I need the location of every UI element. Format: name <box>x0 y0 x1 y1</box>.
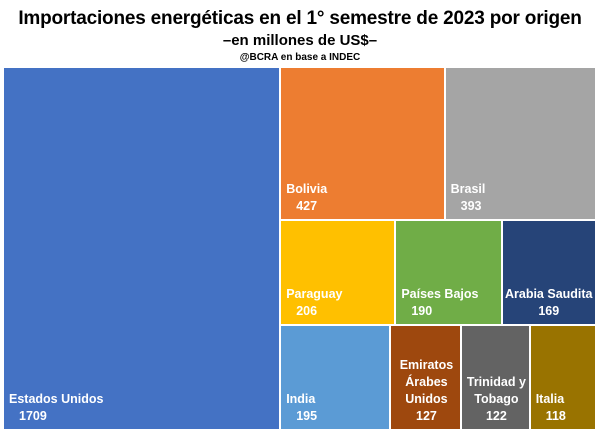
treemap-tile-bolivia: Bolivia 427 <box>281 68 446 221</box>
category-label: India <box>286 391 316 406</box>
chart-source: @BCRA en base a INDEC <box>239 52 361 63</box>
category-label: Arabia Saudita <box>504 287 593 302</box>
treemap-tile-brasil: Brasil 393 <box>445 68 597 221</box>
treemap-label: Emiratos Árabes Unidos 127 <box>396 357 456 425</box>
category-label: Italia <box>535 391 565 406</box>
category-label: Brasil <box>450 181 486 196</box>
treemap-label: Estados Unidos 1709 <box>9 391 103 425</box>
treemap-tile-arabia-saudita: Arabia Saudita 169 <box>502 220 597 327</box>
value-label: 427 <box>296 198 318 213</box>
chart-title: Importaciones energéticas en el 1° semes… <box>18 8 582 29</box>
value-label: 118 <box>545 408 566 423</box>
value-label: 127 <box>416 408 437 423</box>
treemap-label: Bolivia 427 <box>286 181 327 215</box>
treemap-label: Arabia Saudita 169 <box>503 286 595 320</box>
treemap-tile-trinidad-y-tobago: Trinidad y Tobago 122 <box>462 326 531 431</box>
treemap-tile-india: India 195 <box>281 326 391 431</box>
category-label: Países Bajos <box>401 287 479 302</box>
treemap-tile-paraguay: Paraguay 206 <box>281 220 397 327</box>
value-label: 190 <box>411 304 433 319</box>
treemap-label: Paraguay 206 <box>286 286 342 320</box>
category-label: Bolivia <box>286 181 328 196</box>
treemap-label: India 195 <box>286 391 317 425</box>
treemap-chart: Estados Unidos 1709 Bolivia 427 Brasil 393 Par… <box>4 68 597 431</box>
value-label: 393 <box>460 198 482 213</box>
treemap-tile-estados-unidos: Estados Unidos 1709 <box>4 68 282 431</box>
treemap-tile-paises-bajos: Países Bajos 190 <box>396 220 503 327</box>
category-label: Estados Unidos <box>9 392 104 406</box>
treemap-label: Brasil 393 <box>451 181 486 215</box>
category-label: Trinidad y Tobago <box>466 374 526 406</box>
treemap-label: Italia 118 <box>536 391 566 425</box>
category-label: Paraguay <box>286 287 343 302</box>
treemap-label: Trinidad y Tobago 122 <box>461 374 531 425</box>
value-label: 195 <box>296 408 318 423</box>
treemap-tile-emiratos-arabes-unidos: Emiratos Árabes Unidos 127 <box>390 326 463 431</box>
value-label: 206 <box>296 304 318 319</box>
value-label: 1709 <box>19 409 47 423</box>
treemap-label: Países Bajos 190 <box>401 286 478 320</box>
treemap-tile-italia: Italia 118 <box>530 326 597 431</box>
value-label: 122 <box>485 408 507 423</box>
chart-subtitle: –en millones de US$– <box>222 32 378 49</box>
category-label: Emiratos Árabes Unidos <box>399 357 454 406</box>
value-label: 169 <box>538 304 560 319</box>
